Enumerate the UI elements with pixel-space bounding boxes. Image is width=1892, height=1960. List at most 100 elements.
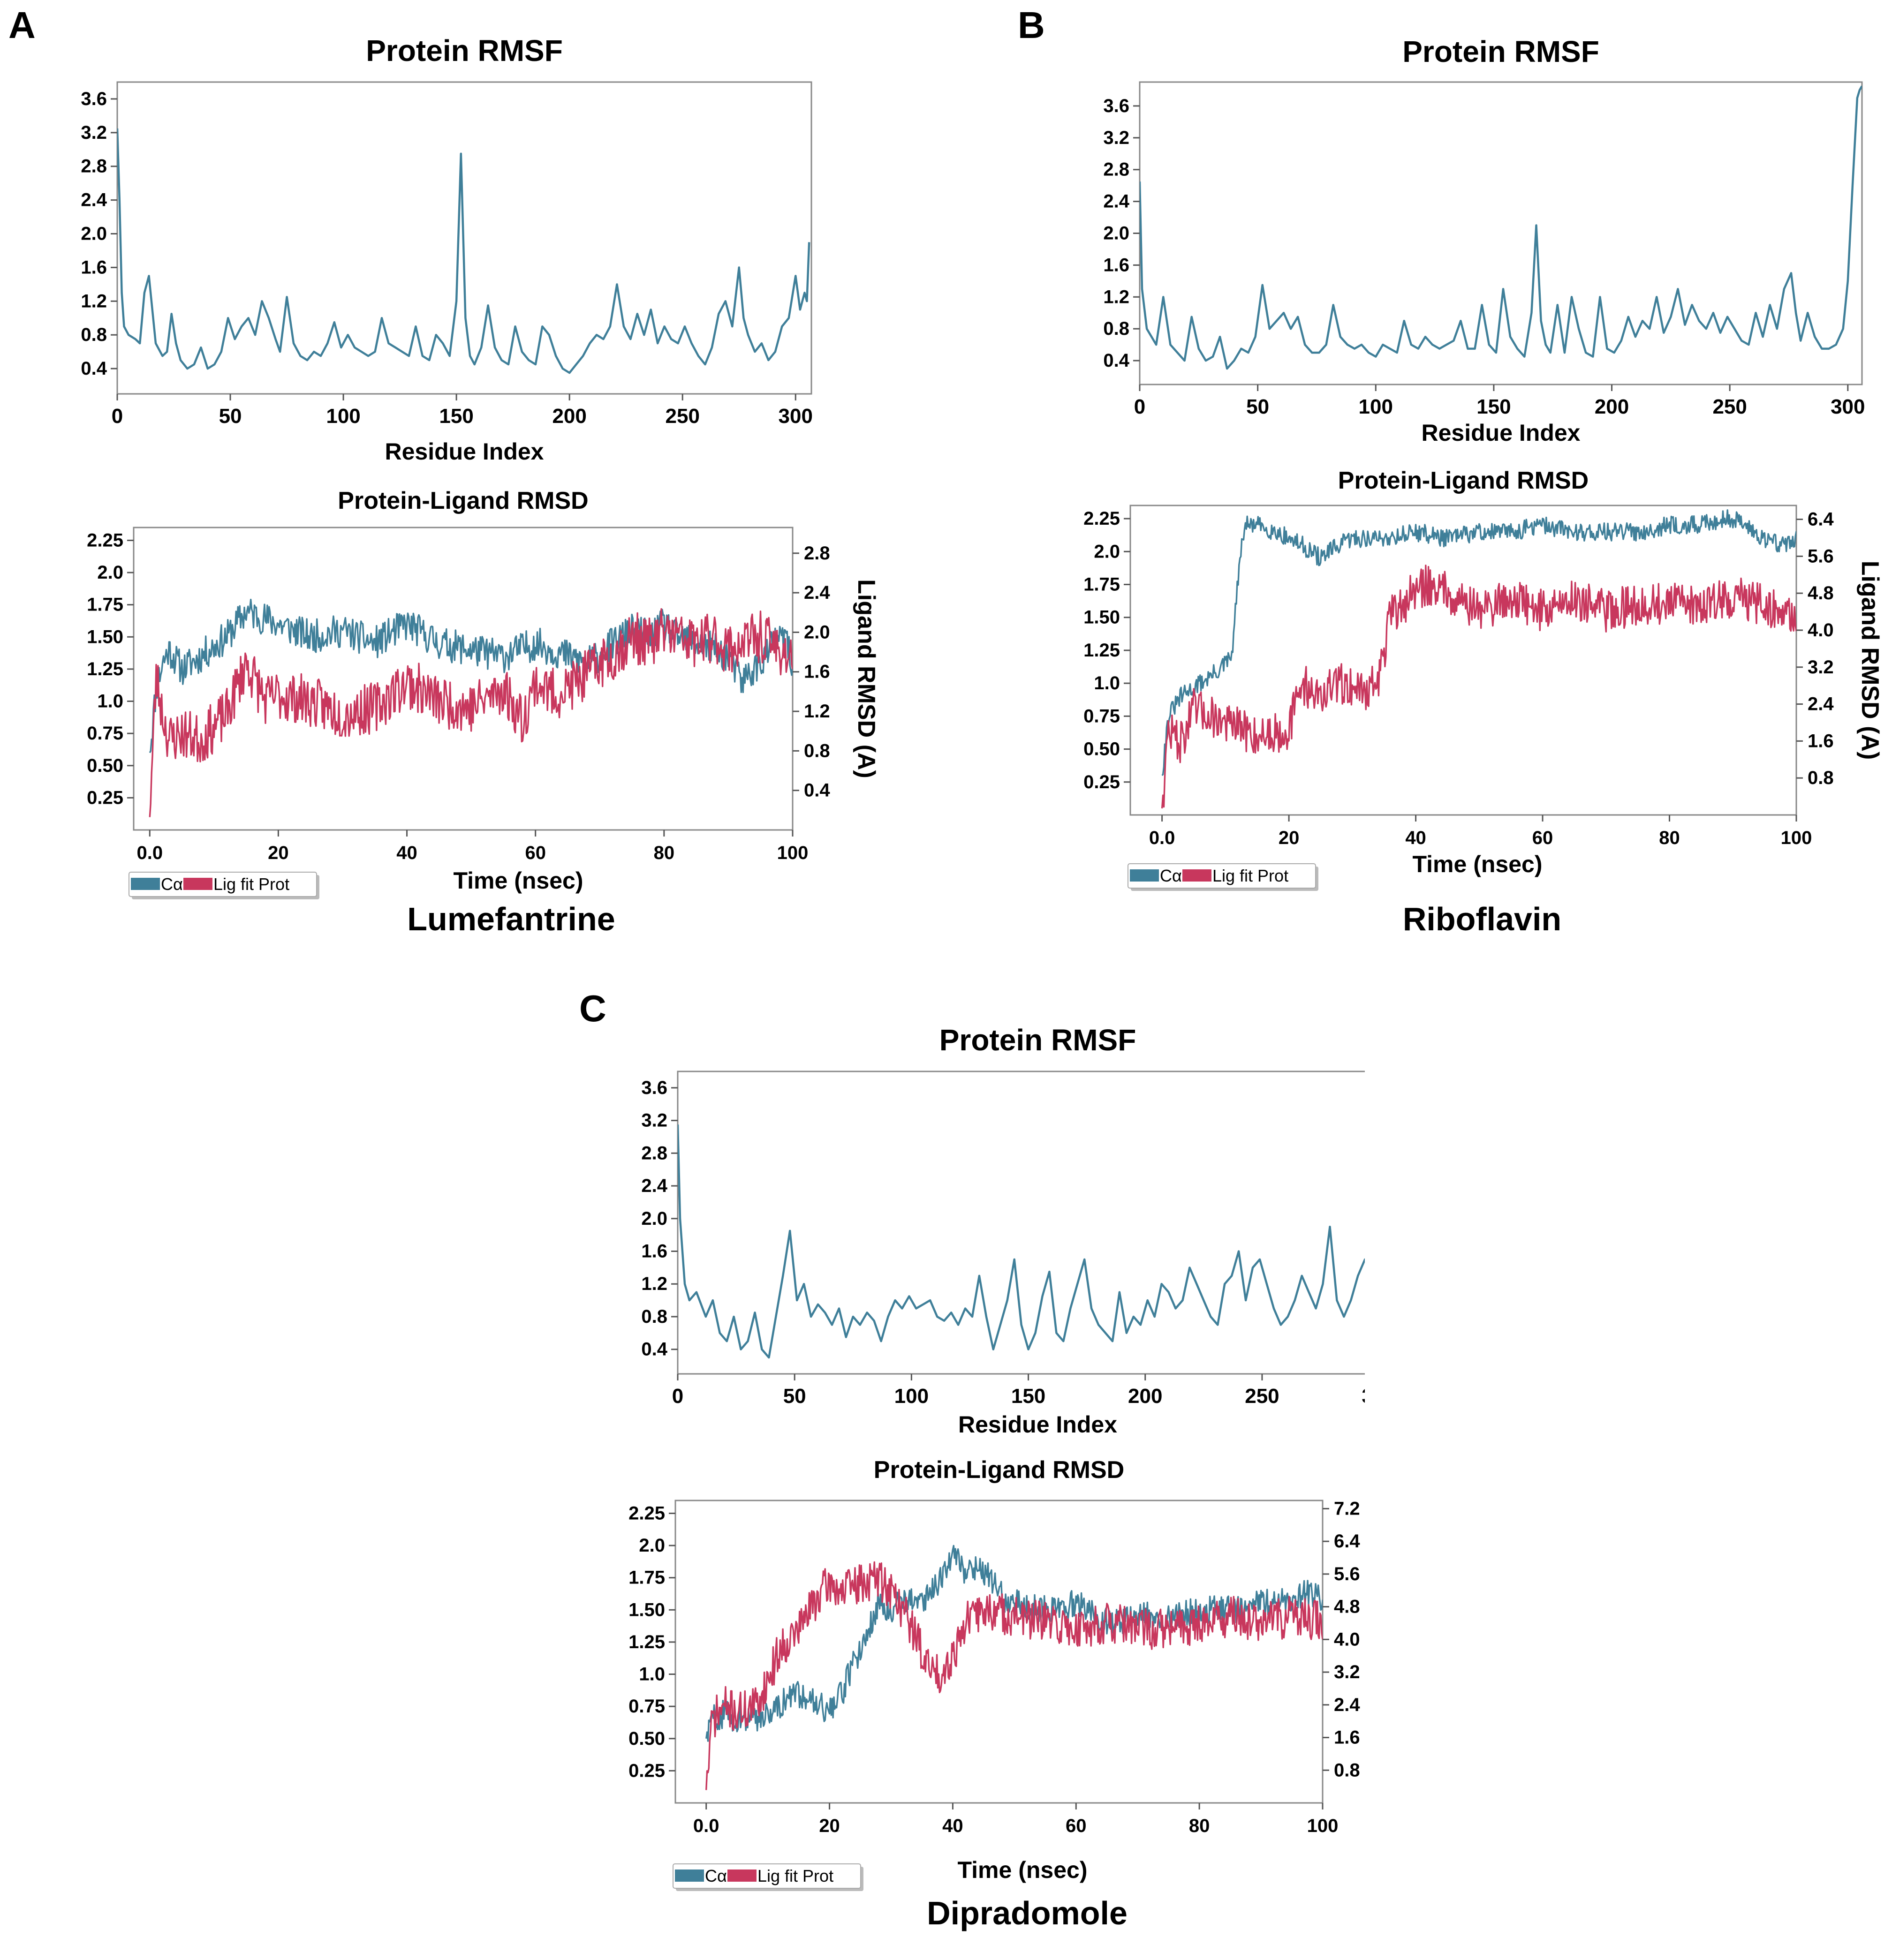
x-tick-label: 150 <box>1011 1385 1045 1408</box>
chart-title: Protein RMSF <box>1402 35 1599 68</box>
y-tick-label: 3.2 <box>641 1110 667 1131</box>
x-tick-label: 50 <box>783 1385 806 1408</box>
legend-swatch-calpha <box>131 878 160 890</box>
y-tick-label: 2.8 <box>1103 159 1129 180</box>
y-right-tick-label: 3.2 <box>1334 1662 1360 1682</box>
y-tick-label: 1.75 <box>87 595 123 615</box>
y-tick-label: 0.25 <box>628 1760 665 1781</box>
y-tick-label: 3.6 <box>81 89 107 109</box>
y-right-tick-label: 4.0 <box>1808 620 1834 641</box>
legend-label-ligand: Lig fit Prot <box>1212 866 1288 885</box>
y-right-tick-label: 1.6 <box>1334 1727 1360 1748</box>
x-tick-label: 80 <box>654 843 675 863</box>
y-right-tick-label: 2.4 <box>804 582 830 603</box>
y-right-tick-label: 1.6 <box>1808 731 1834 751</box>
x-tick-label: 100 <box>326 405 360 428</box>
panel-letter-a: A <box>8 4 36 46</box>
x-tick-label: 150 <box>439 405 473 428</box>
legend-label-calpha: Cα <box>1160 866 1182 885</box>
y-right-tick-label: 1.2 <box>804 701 830 722</box>
y-tick-label: 0.50 <box>87 755 123 776</box>
y-tick-label: 1.2 <box>641 1274 667 1294</box>
x-axis-label: Residue Index <box>1422 420 1581 446</box>
x-tick-label: 50 <box>219 405 242 428</box>
plot-frame <box>116 81 812 395</box>
x-tick-label: 20 <box>819 1816 840 1836</box>
legend-swatch-ligand <box>727 1870 757 1882</box>
y-tick-label: 1.6 <box>81 257 107 278</box>
y-tick-label: 1.25 <box>628 1632 665 1652</box>
x-tick-label: 60 <box>525 843 546 863</box>
x-tick-label: 300 <box>779 405 813 428</box>
y-tick-label: 2.0 <box>639 1535 665 1556</box>
y-tick-label: 2.25 <box>87 530 123 550</box>
y-right-tick-label: 1.6 <box>804 662 830 682</box>
x-tick-label: 40 <box>396 843 417 863</box>
y-tick-label: 1.6 <box>641 1241 667 1262</box>
y-tick-label: 2.0 <box>1103 223 1129 244</box>
y-tick-label: 1.6 <box>1103 255 1129 275</box>
y-right-tick-label: 4.0 <box>1334 1629 1360 1650</box>
legend-swatch-calpha <box>675 1870 704 1882</box>
y-right-tick-label: 7.2 <box>1334 1498 1360 1519</box>
legend-swatch-calpha <box>1130 869 1159 882</box>
x-tick-label: 200 <box>1128 1385 1162 1408</box>
chart-a-rmsf: Protein RMSF 0.4 0.8 1.2 1.6 2.0 2.4 2.8 3.2 3.6 0… <box>81 34 813 465</box>
legend-label-calpha: Cα <box>705 1866 727 1885</box>
x-tick-label: 40 <box>942 1816 963 1836</box>
series-line-calpha <box>705 1545 1323 1742</box>
y-tick-label: 0.75 <box>87 723 123 744</box>
legend: Cα Lig fit Prot <box>1128 863 1318 891</box>
chart-title: Protein RMSF <box>366 34 563 68</box>
x-tick-label: 100 <box>1781 828 1812 848</box>
compound-name-riboflavin: Riboflavin <box>1402 901 1562 937</box>
x-tick-label: 250 <box>1245 1385 1279 1408</box>
x-tick-label: 200 <box>1595 395 1629 418</box>
y-right-axis-label: Ligand RMSD (A) <box>853 579 880 778</box>
x-tick-label: 0 <box>672 1385 683 1408</box>
chart-title: Protein-Ligand RMSD <box>874 1456 1124 1484</box>
y-tick-label: 3.6 <box>1103 96 1129 116</box>
chart-title: Protein-Ligand RMSD <box>338 487 588 514</box>
y-right-axis-label: Ligand RMSD (A) <box>1856 561 1884 760</box>
y-tick-label: 2.4 <box>641 1176 667 1196</box>
y-right-tick-label: 2.4 <box>1334 1695 1360 1715</box>
chart-a-rmsd: Protein-Ligand RMSD 0.25 0.50 0.75 1.0 1.25 1.… <box>87 487 880 899</box>
x-axis-label: Residue Index <box>958 1411 1117 1438</box>
x-tick-label: 80 <box>1189 1816 1210 1836</box>
x-tick-label: 250 <box>1712 395 1747 418</box>
chart-title: Protein RMSF <box>939 1023 1136 1057</box>
series-line-ligand <box>149 608 793 817</box>
plot-frame <box>1139 81 1863 385</box>
compound-name-dipradomole: Dipradomole <box>927 1895 1128 1931</box>
x-tick-label: 60 <box>1066 1816 1087 1836</box>
x-tick-label: 0.0 <box>1149 828 1175 848</box>
y-right-tick-label: 2.4 <box>1808 694 1834 715</box>
y-tick-label: 1.50 <box>1083 607 1120 628</box>
plot-frame <box>674 1500 1324 1804</box>
y-right-tick-label: 4.8 <box>1808 583 1834 603</box>
y-right-tick-label: 0.8 <box>1808 768 1834 788</box>
y-tick-label: 1.0 <box>97 691 123 712</box>
y-tick-label: 1.75 <box>1083 574 1120 595</box>
series-line-calpha <box>678 1124 1365 1359</box>
x-tick-label: 20 <box>268 843 289 863</box>
y-tick-label: 2.0 <box>641 1208 667 1229</box>
y-right-tick-label: 0.4 <box>804 780 830 801</box>
x-tick-label: 0.0 <box>136 843 163 863</box>
y-tick-label: 1.25 <box>1083 640 1120 661</box>
y-right-tick-label: 0.8 <box>804 740 830 761</box>
x-tick-label: 200 <box>552 405 586 428</box>
y-tick-label: 1.0 <box>1094 673 1120 694</box>
x-tick-label: 300 <box>1831 395 1865 418</box>
y-tick-label: 2.25 <box>628 1503 665 1523</box>
x-tick-label: 100 <box>777 843 809 863</box>
legend-label-ligand: Lig fit Prot <box>213 874 289 894</box>
y-right-tick-label: 2.0 <box>804 622 830 642</box>
legend: Cα Lig fit Prot <box>673 1863 863 1891</box>
x-tick-label: 0 <box>112 405 123 428</box>
legend-swatch-ligand <box>183 878 212 890</box>
y-tick-label: 0.8 <box>1103 318 1129 339</box>
y-tick-label: 1.0 <box>639 1664 665 1685</box>
